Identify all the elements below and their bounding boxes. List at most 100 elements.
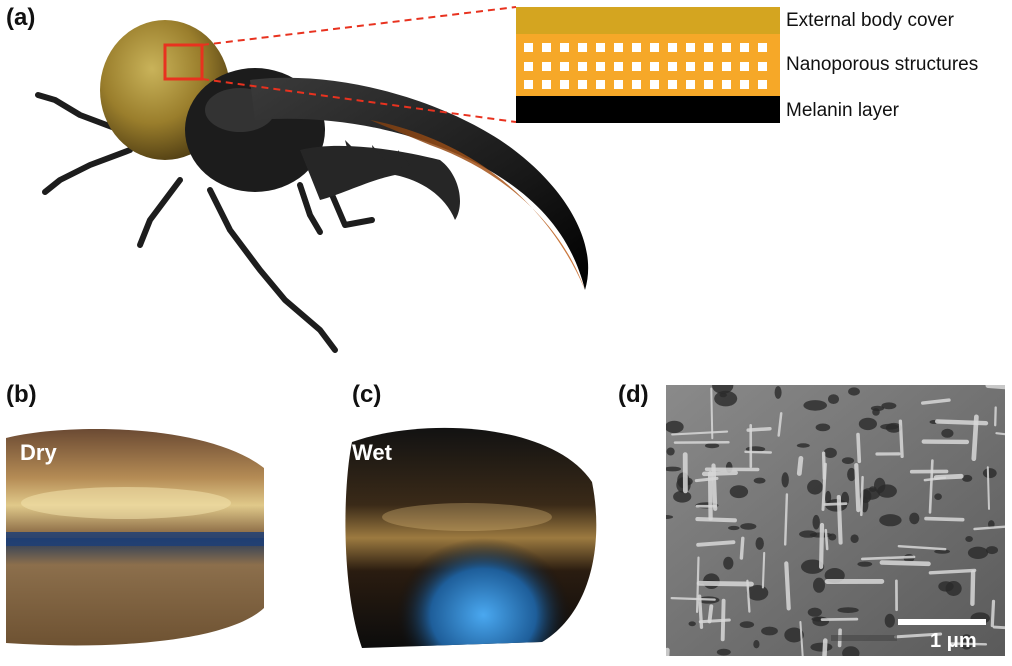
panel-label-c: (c) <box>352 381 382 408</box>
sem-fiber <box>821 462 827 511</box>
pore <box>668 80 677 89</box>
pore <box>758 62 767 71</box>
wet-elytra-photo <box>345 427 597 648</box>
sem-pore <box>880 423 899 430</box>
sem-pore <box>753 640 760 649</box>
leader-line-top <box>201 6 517 46</box>
sem-fiber <box>666 647 670 656</box>
sem-fiber <box>761 551 766 589</box>
sem-fiber <box>836 495 843 545</box>
sem-pore <box>810 642 833 652</box>
sem-fiber <box>921 398 951 405</box>
sem-fiber <box>994 406 997 427</box>
scale-bar <box>898 619 986 625</box>
sem-fiber <box>935 419 989 426</box>
sem-fiber <box>820 617 859 621</box>
sem-pore <box>784 627 804 643</box>
pore <box>758 43 767 52</box>
pore <box>632 80 641 89</box>
pore <box>722 62 731 71</box>
sem-pore <box>837 607 859 613</box>
sem-pore <box>801 559 825 574</box>
sem-pore <box>881 402 897 410</box>
sem-fiber <box>949 642 988 646</box>
pore <box>542 80 551 89</box>
sem-pore <box>960 634 973 650</box>
sem-fiber <box>928 459 934 514</box>
sem-pore <box>934 549 950 554</box>
pore <box>560 62 569 71</box>
pore <box>614 43 623 52</box>
sem-pore <box>842 646 860 656</box>
sem-pore <box>965 536 973 542</box>
pores <box>524 43 767 89</box>
pore <box>524 62 533 71</box>
sem-micrograph <box>666 385 1005 656</box>
sem-fiber <box>777 412 783 437</box>
sem-pore <box>666 515 674 519</box>
sem-fiber <box>860 475 864 517</box>
sem-fiber <box>923 476 947 482</box>
panel-label-d: (d) <box>618 381 649 408</box>
sem-pore <box>755 537 764 550</box>
sem-pore <box>705 443 720 449</box>
pore <box>614 80 623 89</box>
pore <box>722 43 731 52</box>
sem-pore <box>673 490 692 503</box>
sem-fiber <box>995 432 1005 436</box>
sem-pore <box>688 621 696 627</box>
sem-pore <box>823 447 837 458</box>
sem-pore <box>781 472 789 488</box>
sem-fiber <box>897 545 947 551</box>
wet-caption: Wet <box>352 440 392 465</box>
sem-fiber <box>824 528 829 551</box>
pore <box>686 43 695 52</box>
sem-pore <box>841 457 855 464</box>
pore <box>650 80 659 89</box>
sem-fiber <box>799 621 804 656</box>
sem-pore <box>874 477 886 494</box>
pore <box>596 80 605 89</box>
sem-fiber <box>707 471 713 521</box>
sem-pore <box>857 561 873 567</box>
sem-fiber <box>670 596 716 601</box>
layer-external-body-cover <box>516 7 780 34</box>
dry-elytra-photo <box>6 429 264 646</box>
pore <box>632 62 641 71</box>
sem-fiber <box>986 466 990 510</box>
sem-pore <box>982 468 997 479</box>
sem-fiber <box>822 638 828 656</box>
layer-label-external: External body cover <box>786 10 954 31</box>
sem-pore <box>850 534 859 543</box>
pore <box>560 43 569 52</box>
pore <box>542 62 551 71</box>
sem-pore <box>666 466 681 472</box>
pore <box>740 43 749 52</box>
pore <box>578 62 587 71</box>
sem-pore <box>872 408 880 416</box>
sem-fiber <box>856 432 862 464</box>
sem-pore <box>945 581 962 596</box>
sem-fiber <box>973 525 1005 531</box>
sem-fiber <box>707 604 714 624</box>
sem-pore <box>807 607 822 617</box>
sem-pore <box>728 525 740 531</box>
sem-fiber <box>879 560 931 567</box>
sem-fiber <box>695 517 737 523</box>
sem-pore <box>729 485 749 499</box>
sem-pore <box>723 556 734 570</box>
sem-pore <box>961 474 973 482</box>
sem-pore <box>828 394 839 404</box>
pore <box>758 80 767 89</box>
pore <box>722 80 731 89</box>
sem-fiber <box>739 536 745 560</box>
pore <box>650 43 659 52</box>
sem-pore <box>716 648 731 656</box>
sem-pore <box>879 514 902 527</box>
sem-fiber <box>970 569 976 607</box>
sem-pore <box>848 387 860 396</box>
pore <box>578 43 587 52</box>
sem-fiber <box>854 462 861 513</box>
sem-fiber <box>894 632 943 639</box>
sem-fiber <box>783 493 789 546</box>
